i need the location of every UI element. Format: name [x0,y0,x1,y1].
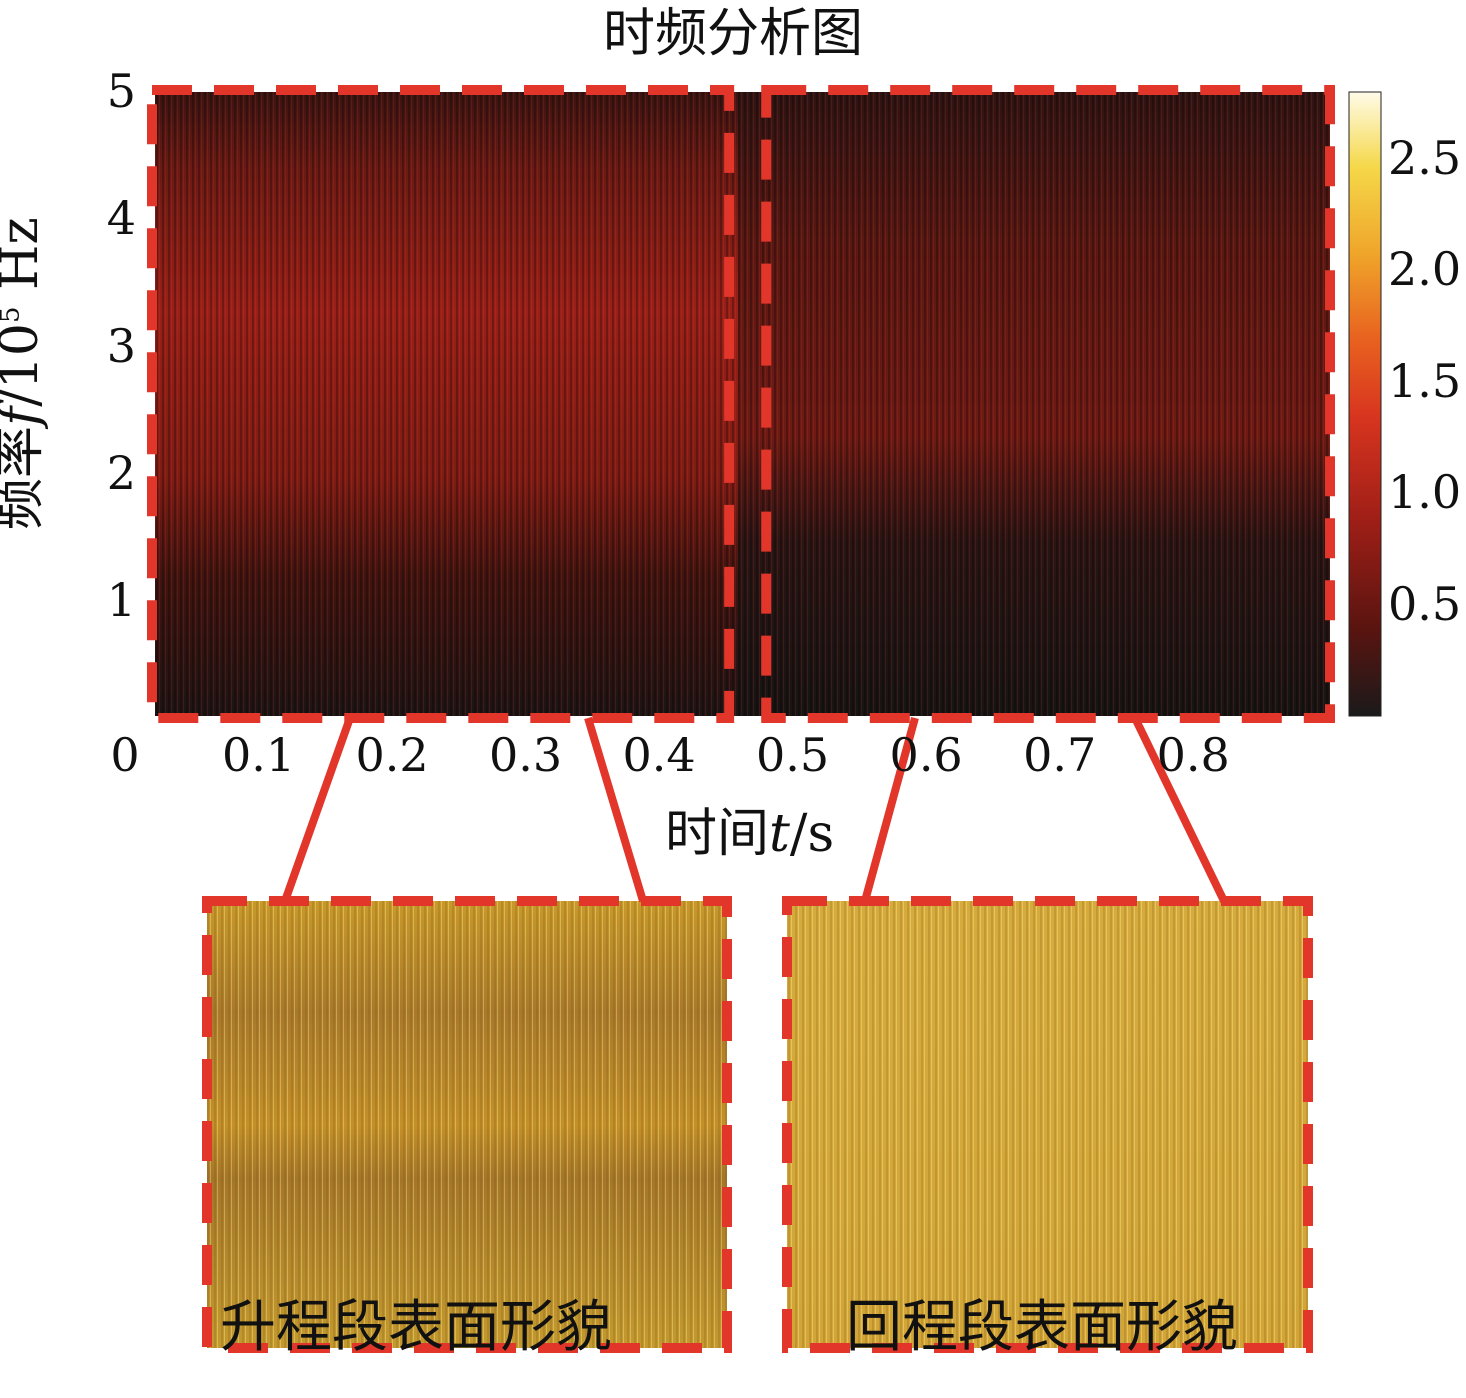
colorbar-tick-label: 2.0 [1388,242,1462,297]
x-tick-label: 0 [110,728,140,782]
colorbar-tick-label: 1.5 [1388,353,1462,408]
x-tick-label: 0.3 [488,728,563,782]
inset-box-2 [782,896,1313,1353]
chart-title: 时频分析图 [602,4,863,64]
x-tick-label: 0.5 [756,728,830,782]
colorbar [1348,91,1382,717]
surface-texture-2 [787,901,1308,1348]
colorbar-tick-label: 2.5 [1388,130,1462,185]
x-tick-label: 0.8 [1156,728,1230,782]
inset-box-1 [202,896,732,1353]
x-tick-label: 0.6 [889,728,963,782]
x-axis-label: 时间t/s [665,804,835,864]
x-tick-label: 0.1 [221,728,296,782]
connector-line [1131,716,1228,903]
caption-lift-stage: 升程段表面形貌 [220,1295,612,1360]
y-tick-label: 1 [106,573,136,628]
caption-return-stage: 回程段表面形貌 [846,1295,1238,1360]
connector-line [584,716,647,903]
connector-line [861,716,919,903]
y-axis-label: 频率f/105 Hz [0,217,50,530]
region-boxes [147,85,1335,723]
y-tick-label: 5 [106,64,136,118]
x-tick-label: 0.2 [355,728,429,782]
x-tick-label: 0.4 [622,728,696,782]
y-tick-label: 4 [106,191,136,246]
connector-line [281,716,354,903]
y-tick-label: 2 [106,446,136,501]
x-tick-label: 0.7 [1023,728,1097,782]
region-box-2 [761,85,1335,723]
colorbar-tick-label: 0.5 [1388,576,1462,631]
colorbar-tick-label: 1.0 [1388,465,1462,520]
surface-insets [202,716,1313,1353]
y-tick-label: 3 [106,318,136,373]
spectrogram-heatmap [155,92,1330,716]
region-box-1 [147,85,735,723]
surface-texture-1 [207,901,727,1348]
